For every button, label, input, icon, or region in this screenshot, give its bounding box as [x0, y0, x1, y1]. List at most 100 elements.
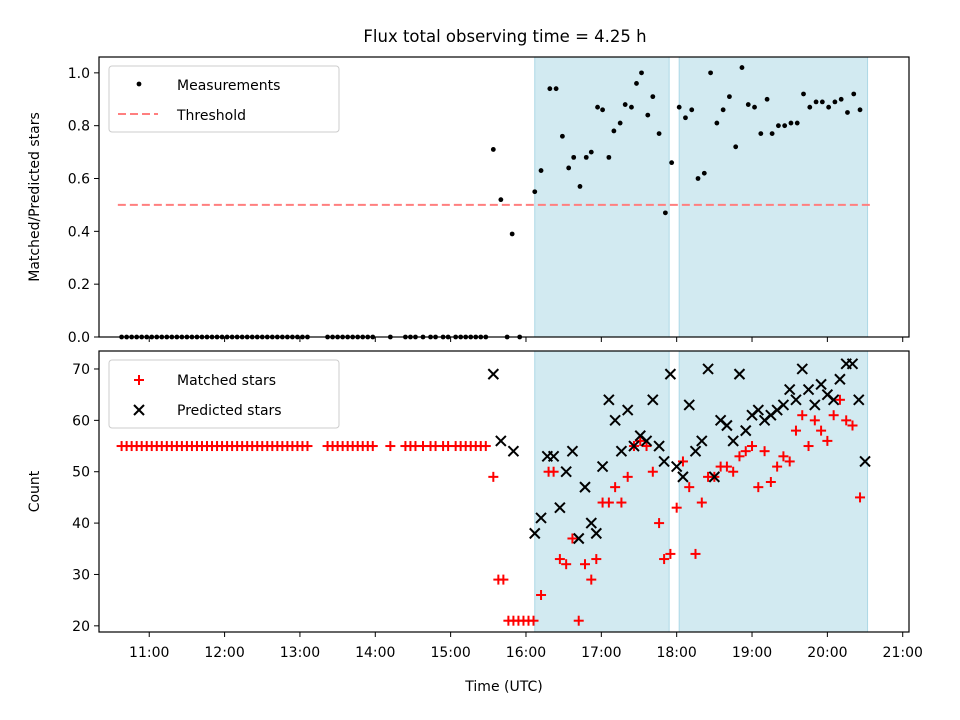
predicted-point-55: [853, 394, 865, 406]
predicted-point-37-b: [740, 424, 752, 437]
count-y-tick-label-1: 30: [72, 567, 90, 583]
ratio-panel: 0.0 0.2 0.4 0.6 0.8 1.0 Matched/Predicted star…: [27, 56, 910, 346]
matched-point-92: [654, 518, 665, 529]
predicted-point-32-b: [708, 471, 721, 483]
matched-point-48: [385, 441, 396, 452]
measurement-point-105: [752, 104, 757, 110]
predicted-point-51: [827, 394, 840, 406]
measurement-point-110: [782, 123, 788, 129]
count-x-tick-label-8: 19:00: [732, 645, 772, 661]
matched-point-73: [536, 590, 547, 601]
predicted-point-3: [529, 527, 541, 540]
matched-point-99: [696, 497, 707, 508]
matched-point-64: [488, 471, 499, 482]
count-x-tick-label-7: 18:00: [656, 645, 696, 661]
measurement-point-104: [745, 102, 751, 107]
ratio-axes: 0.0 0.2 0.4 0.6 0.8 1.0 Matched/Predicted star…: [27, 56, 910, 346]
predicted-point-24: [658, 455, 670, 468]
matched-point-123: [847, 420, 858, 431]
ratio-y-tick-label-5: 1.0: [68, 66, 90, 82]
predicted-point-54-b: [846, 358, 859, 370]
predicted-point-22-b: [647, 394, 659, 406]
matched-point-93: [659, 554, 670, 565]
matched-point-78: [567, 533, 578, 544]
measurement-point-65: [498, 197, 504, 203]
predicted-point-0-b: [487, 368, 500, 380]
predicted-point-24-b: [658, 455, 670, 468]
ratio-y-tick-label-1: 0.2: [68, 277, 90, 293]
predicted-point-19-b: [628, 440, 640, 452]
predicted-point-8-b: [560, 466, 572, 478]
predicted-point-52-b: [834, 373, 846, 385]
predicted-point-1: [495, 435, 507, 447]
count-panel: 11:00 12:00 13:00 14:00 15:00 16:00 17:00 18:00…: [27, 350, 923, 695]
predicted-point-48-b: [809, 399, 821, 411]
predicted-point-9-b: [566, 445, 579, 457]
count-x-tick-label-1: 12:00: [204, 645, 244, 661]
ratio-y-tick-label-0: 0.0: [68, 330, 90, 346]
predicted-point-44: [783, 383, 796, 396]
measurement-point-103: [739, 65, 745, 70]
predicted-point-52: [834, 373, 846, 385]
matched-point-85: [610, 482, 621, 493]
matched-point-81: [586, 574, 597, 585]
legend-matched-label: Matched stars: [177, 373, 276, 389]
predicted-point-9: [566, 445, 579, 457]
measurement-point-113: [801, 91, 806, 97]
matched-point-124: [855, 492, 866, 503]
count-y-tick-label-2: 40: [72, 516, 90, 532]
matched-point-114: [790, 425, 801, 436]
observing-intervals-bottom: [534, 350, 869, 633]
predicted-point-25-b: [664, 368, 677, 380]
measurement-point-72: [553, 86, 559, 92]
count-x-tick-label-3: 14:00: [355, 645, 395, 661]
predicted-point-18-b: [621, 404, 634, 416]
measurement-point-119: [838, 96, 844, 102]
matched-point-37: [302, 441, 313, 452]
predicted-star-points: [487, 358, 871, 545]
measurement-point-89: [650, 94, 656, 100]
matched-point-115: [797, 410, 808, 421]
matched-point-118: [816, 425, 827, 436]
predicted-point-37: [740, 424, 752, 437]
matched-point-84: [603, 497, 614, 508]
matched-point-112: [778, 451, 789, 462]
measurement-point-77: [583, 154, 589, 160]
predicted-point-19: [628, 440, 640, 452]
predicted-point-34-b: [721, 419, 733, 432]
count-x-axis-label: Time (UTC): [464, 679, 542, 695]
count-legend: Matched stars Predicted stars: [108, 359, 340, 429]
matched-point-121: [834, 394, 845, 405]
count-x-tick-label-0: 11:00: [129, 645, 169, 661]
ratio-y-tick-label-2: 0.4: [68, 224, 90, 240]
measurement-point-71: [547, 86, 553, 92]
predicted-point-23-b: [653, 440, 665, 452]
measurement-point-108: [769, 131, 775, 137]
predicted-point-43: [777, 399, 790, 411]
predicted-point-36: [733, 368, 746, 380]
matched-point-76: [554, 554, 565, 565]
matched-point-108: [753, 482, 764, 493]
measurement-point-82: [611, 128, 617, 134]
measurement-point-84: [622, 102, 628, 107]
measurement-point-100: [720, 107, 726, 113]
predicted-point-15: [603, 394, 615, 406]
predicted-point-16-b: [609, 414, 621, 427]
measurement-point-79: [595, 104, 600, 110]
measurement-point-70: [538, 168, 544, 173]
matched-point-97: [684, 482, 695, 493]
predicted-point-43-b: [777, 399, 790, 411]
measurement-point-121: [851, 91, 857, 97]
matched-point-98: [690, 548, 701, 559]
predicted-point-25: [664, 368, 677, 380]
predicted-point-26: [670, 460, 683, 473]
predicted-point-56: [859, 455, 871, 468]
predicted-point-34: [721, 419, 733, 432]
measurement-point-75: [571, 154, 577, 160]
matched-star-points: [116, 394, 866, 626]
measurement-point-81: [606, 154, 612, 160]
predicted-point-15-b: [603, 394, 615, 406]
ratio-y-tick-label-4: 0.8: [68, 119, 90, 135]
predicted-point-28: [683, 399, 695, 411]
